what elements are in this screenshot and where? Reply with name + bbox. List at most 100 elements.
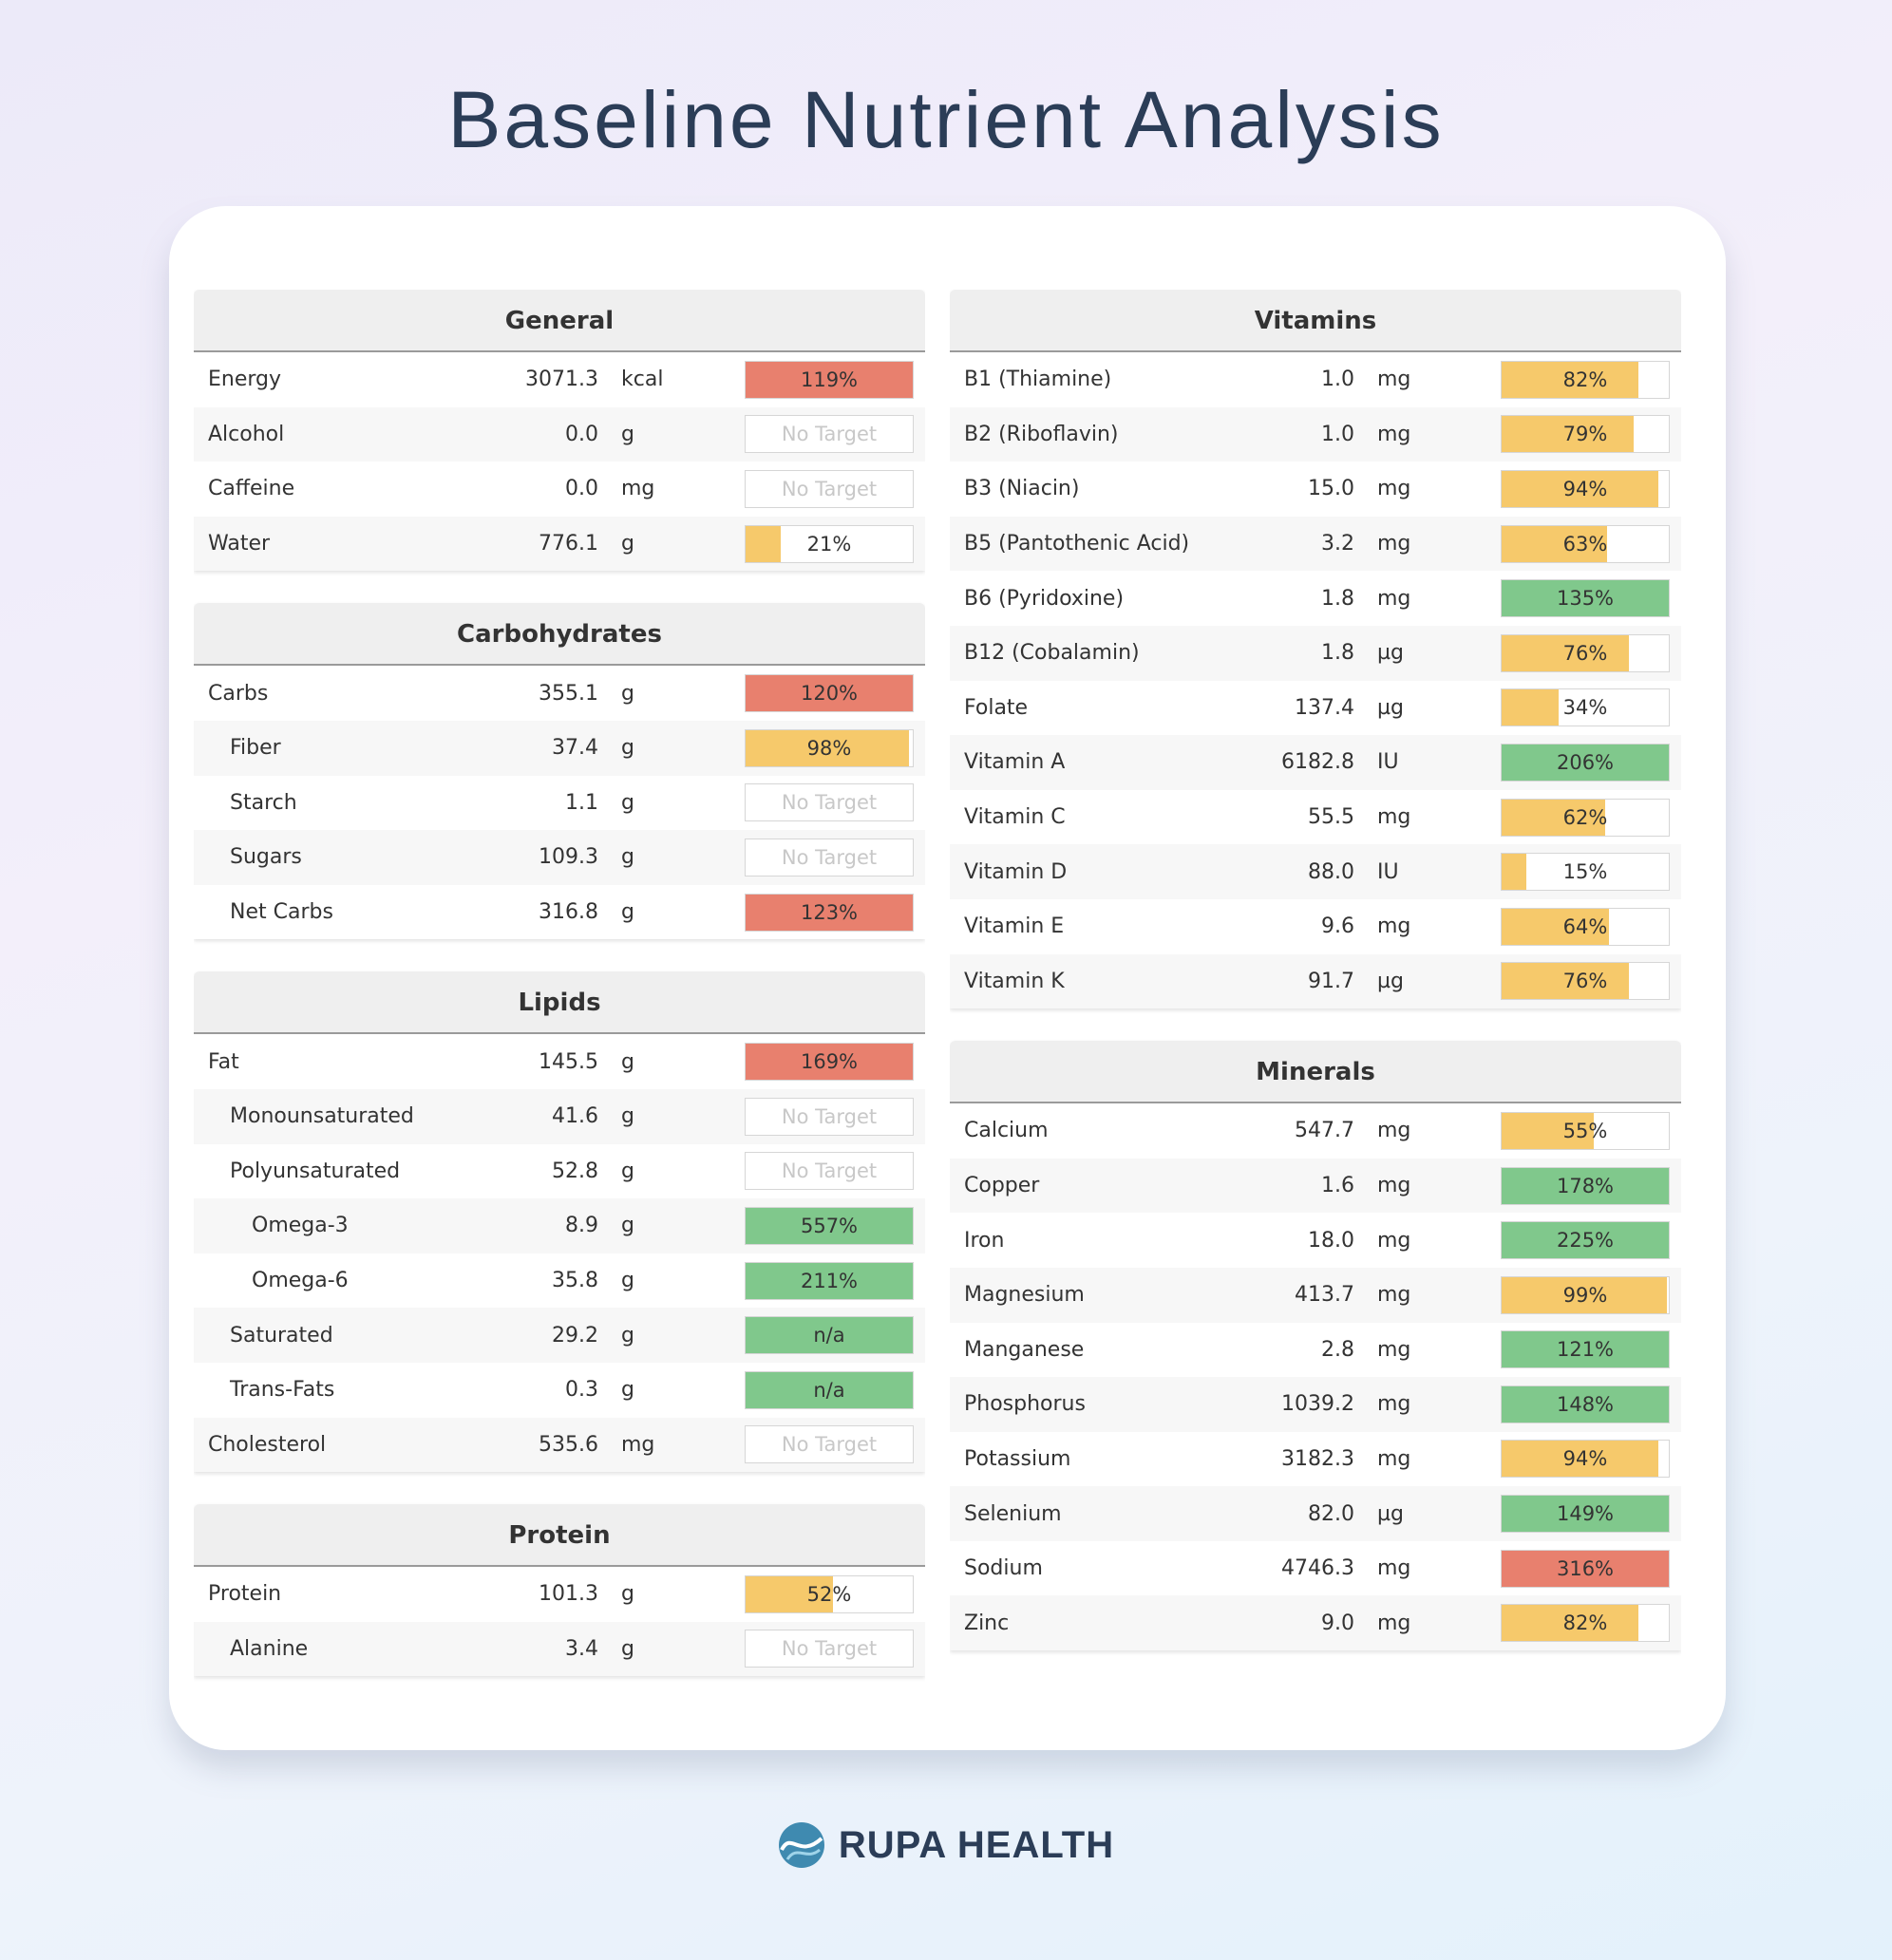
nutrient-unit: µg: [1377, 969, 1404, 993]
nutrient-row: B3 (Niacin) 15.0 mg 94%: [950, 462, 1681, 517]
target-bar: No Target: [745, 783, 914, 822]
nutrient-row: Omega-6 35.8 g 211%: [194, 1253, 925, 1309]
nutrient-row: Water 776.1 g 21%: [194, 516, 925, 572]
target-bar: n/a: [745, 1316, 914, 1355]
target-label: 557%: [800, 1214, 859, 1237]
nutrient-row: Energy 3071.3 kcal 119%: [194, 352, 925, 407]
target-label: 82%: [1562, 368, 1608, 391]
nutrient-row: Manganese 2.8 mg 121%: [950, 1323, 1681, 1378]
nutrient-name: Saturated: [230, 1323, 333, 1348]
nutrient-amount: 55.5: [1308, 805, 1354, 830]
target-fill: [1502, 1167, 1669, 1204]
nutrient-name: Water: [208, 532, 271, 556]
target-bar: 76%: [1501, 962, 1670, 1001]
target-label: 206%: [1556, 750, 1615, 774]
nutrient-unit: g: [621, 1636, 634, 1661]
nutrient-amount: 355.1: [539, 681, 598, 706]
target-bar: 63%: [1501, 524, 1670, 563]
target-label: 34%: [1562, 696, 1608, 720]
nutrient-name: Fiber: [230, 736, 281, 761]
nutrient-row: Vitamin D 88.0 IU 15%: [950, 844, 1681, 899]
nutrient-unit: mg: [1377, 1228, 1411, 1253]
section: Carbohydrates Carbs 355.1 g 120% Fiber 37.4 g 98…: [194, 603, 925, 940]
nutrient-unit: µg: [1377, 695, 1404, 720]
nutrient-row: Starch 1.1 g No Target: [194, 776, 925, 831]
nutrient-amount: 82.0: [1308, 1501, 1354, 1526]
nutrient-name: Vitamin A: [964, 750, 1066, 775]
nutrient-amount: 9.0: [1321, 1611, 1354, 1635]
nutrient-name: Alanine: [230, 1636, 309, 1661]
target-bar: No Target: [745, 1425, 914, 1464]
nutrient-amount: 413.7: [1295, 1283, 1354, 1308]
nutrient-amount: 1.8: [1321, 641, 1354, 666]
target-label: No Target: [781, 1159, 878, 1183]
nutrient-amount: 29.2: [552, 1323, 598, 1348]
nutrient-name: Manganese: [964, 1337, 1085, 1362]
target-label: 76%: [1562, 970, 1608, 993]
nutrient-row: Protein 101.3 g 52%: [194, 1567, 925, 1622]
target-bar: No Target: [745, 415, 914, 454]
nutrient-row: Alanine 3.4 g No Target: [194, 1621, 925, 1677]
nutrient-row: B5 (Pantothenic Acid) 3.2 mg 63%: [950, 516, 1681, 572]
target-fill: [746, 1044, 913, 1081]
nutrient-amount: 1.1: [565, 790, 598, 815]
target-bar: 123%: [745, 893, 914, 932]
nutrient-name: Polyunsaturated: [230, 1159, 401, 1183]
nutrient-name: Monounsaturated: [230, 1104, 414, 1129]
target-fill: [1502, 689, 1559, 726]
nutrient-unit: g: [621, 1159, 634, 1183]
nutrient-amount: 145.5: [539, 1049, 598, 1074]
nutrient-name: Cholesterol: [208, 1432, 327, 1457]
nutrient-unit: µg: [1377, 1501, 1404, 1526]
nutrient-amount: 9.6: [1321, 914, 1354, 939]
target-fill: [1502, 470, 1659, 507]
nutrient-amount: 535.6: [539, 1432, 598, 1457]
target-fill: [1502, 361, 1639, 398]
left-column: General Energy 3071.3 kcal 119% Alcohol 0.0 g No…: [194, 290, 925, 1682]
section: Lipids Fat 145.5 g 169% Monounsaturated 41.6 g N…: [194, 971, 925, 1473]
target-label: 119%: [800, 368, 859, 391]
nutrient-amount: 37.4: [552, 736, 598, 761]
target-bar: No Target: [745, 469, 914, 508]
nutrient-name: B1 (Thiamine): [964, 368, 1112, 392]
nutrient-amount: 6182.8: [1281, 750, 1354, 775]
nutrient-unit: g: [621, 1582, 634, 1607]
nutrient-row: Copper 1.6 mg 178%: [950, 1158, 1681, 1214]
nutrient-row: Vitamin C 55.5 mg 62%: [950, 790, 1681, 845]
nutrient-amount: 8.9: [565, 1214, 598, 1238]
nutrient-name: B2 (Riboflavin): [964, 422, 1119, 446]
target-fill: [1502, 1331, 1669, 1368]
target-bar: 557%: [745, 1206, 914, 1245]
section: Protein Protein 101.3 g 52% Alanine 3.4 g No Tar…: [194, 1504, 925, 1677]
target-fill: [1502, 634, 1629, 671]
target-label: 52%: [806, 1582, 852, 1606]
nutrient-row: Vitamin E 9.6 mg 64%: [950, 899, 1681, 954]
target-label: No Target: [781, 477, 878, 500]
target-fill: [1502, 416, 1635, 453]
nutrient-row: B6 (Pyridoxine) 1.8 mg 135%: [950, 571, 1681, 626]
target-label: 21%: [806, 532, 852, 556]
nutrient-amount: 1039.2: [1281, 1392, 1354, 1417]
target-label: 82%: [1562, 1611, 1608, 1635]
nutrient-unit: g: [621, 1323, 634, 1348]
target-bar: 169%: [745, 1043, 914, 1082]
target-fill: [1502, 1385, 1669, 1423]
target-fill: [1502, 1496, 1669, 1533]
target-label: 135%: [1556, 587, 1615, 611]
target-fill: [746, 361, 913, 398]
target-fill: [746, 525, 781, 562]
target-label: 64%: [1562, 914, 1608, 938]
nutrient-name: Protein: [208, 1582, 282, 1607]
target-bar: No Target: [745, 838, 914, 876]
nutrient-row: Selenium 82.0 µg 149%: [950, 1486, 1681, 1541]
brand-logo: [778, 1822, 824, 1868]
target-label: 148%: [1556, 1392, 1615, 1416]
target-fill: [746, 1371, 913, 1408]
nutrient-row: Monounsaturated 41.6 g No Target: [194, 1088, 925, 1144]
target-bar: No Target: [745, 1152, 914, 1191]
section: Vitamins B1 (Thiamine) 1.0 mg 82% B2 (Ribofla…: [950, 290, 1681, 1009]
nutrient-row: Zinc 9.0 mg 82%: [950, 1595, 1681, 1651]
nutrient-unit: mg: [1377, 422, 1411, 446]
nutrient-amount: 3071.3: [525, 368, 598, 392]
nutrient-amount: 1.6: [1321, 1174, 1354, 1198]
